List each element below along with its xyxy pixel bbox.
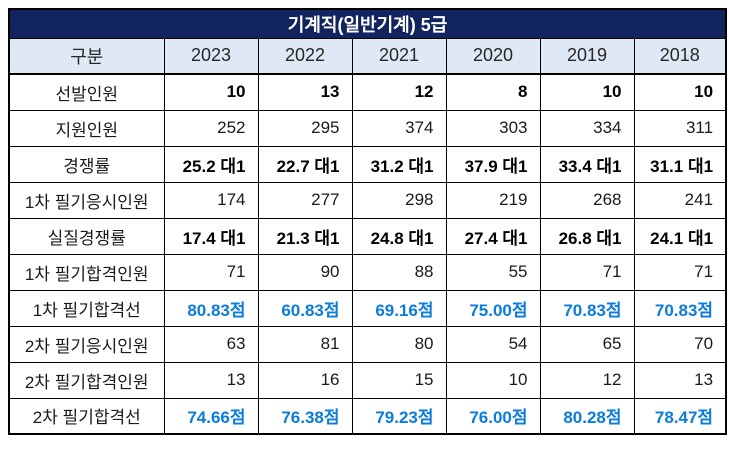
cell-value: 55 bbox=[445, 253, 541, 291]
row-label: 2차 필기응시인원 bbox=[8, 325, 165, 363]
table-row: 1차 필기합격선 80.83점 60.83점 69.16점 75.00점 70.83점 70… bbox=[8, 289, 727, 327]
cell-value: 303 bbox=[445, 109, 541, 147]
cell-value: 13 bbox=[163, 361, 259, 399]
cell-value: 37.9 대1 bbox=[445, 145, 541, 183]
row-label: 실질경쟁률 bbox=[8, 217, 165, 255]
cell-value: 74.66점 bbox=[163, 397, 259, 435]
table-row: 1차 필기응시인원 174 277 298 219 268 241 bbox=[8, 181, 727, 219]
cell-value: 65 bbox=[539, 325, 635, 363]
table-row: 실질경쟁률 17.4 대1 21.3 대1 24.8 대1 27.4 대1 26.8 대1… bbox=[8, 217, 727, 255]
year-header: 2021 bbox=[351, 37, 447, 75]
cell-value: 10 bbox=[163, 73, 259, 111]
cell-value: 24.8 대1 bbox=[351, 217, 447, 255]
year-header: 2020 bbox=[445, 37, 541, 75]
cell-value: 80.28점 bbox=[539, 397, 635, 435]
cell-value: 25.2 대1 bbox=[163, 145, 259, 183]
cell-value: 268 bbox=[539, 181, 635, 219]
table-row: 2차 필기합격선 74.66점 76.38점 79.23점 76.00점 80.28점 78… bbox=[8, 397, 727, 435]
cell-value: 71 bbox=[163, 253, 259, 291]
row-label: 지원인원 bbox=[8, 109, 165, 147]
table-row: 1차 필기합격인원 71 90 88 55 71 71 bbox=[8, 253, 727, 291]
cell-value: 10 bbox=[633, 73, 727, 111]
cell-value: 252 bbox=[163, 109, 259, 147]
cell-value: 75.00점 bbox=[445, 289, 541, 327]
cell-value: 60.83점 bbox=[257, 289, 353, 327]
row-label: 1차 필기합격인원 bbox=[8, 253, 165, 291]
cell-value: 174 bbox=[163, 181, 259, 219]
cell-value: 12 bbox=[539, 361, 635, 399]
cell-value: 70.83점 bbox=[633, 289, 727, 327]
cell-value: 81 bbox=[257, 325, 353, 363]
cell-value: 80.83점 bbox=[163, 289, 259, 327]
cell-value: 12 bbox=[351, 73, 447, 111]
table-row: 2차 필기응시인원 63 81 80 54 65 70 bbox=[8, 325, 727, 363]
row-label: 1차 필기합격선 bbox=[8, 289, 165, 327]
cell-value: 26.8 대1 bbox=[539, 217, 635, 255]
cell-value: 71 bbox=[633, 253, 727, 291]
row-label: 1차 필기응시인원 bbox=[8, 181, 165, 219]
cell-value: 311 bbox=[633, 109, 727, 147]
cell-value: 17.4 대1 bbox=[163, 217, 259, 255]
cell-value: 10 bbox=[445, 361, 541, 399]
cell-value: 10 bbox=[539, 73, 635, 111]
row-label: 선발인원 bbox=[8, 73, 165, 111]
cell-value: 90 bbox=[257, 253, 353, 291]
row-label: 2차 필기합격인원 bbox=[8, 361, 165, 399]
cell-value: 22.7 대1 bbox=[257, 145, 353, 183]
cell-value: 13 bbox=[257, 73, 353, 111]
cell-value: 16 bbox=[257, 361, 353, 399]
year-header: 2018 bbox=[633, 37, 727, 75]
cell-value: 63 bbox=[163, 325, 259, 363]
cell-value: 27.4 대1 bbox=[445, 217, 541, 255]
cell-value: 70.83점 bbox=[539, 289, 635, 327]
cell-value: 31.2 대1 bbox=[351, 145, 447, 183]
cell-value: 79.23점 bbox=[351, 397, 447, 435]
row-label: 경쟁률 bbox=[8, 145, 165, 183]
cell-value: 54 bbox=[445, 325, 541, 363]
cell-value: 277 bbox=[257, 181, 353, 219]
cell-value: 88 bbox=[351, 253, 447, 291]
year-header: 2022 bbox=[257, 37, 353, 75]
cell-value: 78.47점 bbox=[633, 397, 727, 435]
cell-value: 69.16점 bbox=[351, 289, 447, 327]
cell-value: 295 bbox=[257, 109, 353, 147]
cell-value: 70 bbox=[633, 325, 727, 363]
table-row: 지원인원 252 295 374 303 334 311 bbox=[8, 109, 727, 147]
cell-value: 13 bbox=[633, 361, 727, 399]
header-row: 구분 2023 2022 2021 2020 2019 2018 bbox=[8, 37, 727, 75]
cell-value: 8 bbox=[445, 73, 541, 111]
cell-value: 80 bbox=[351, 325, 447, 363]
table-row: 경쟁률 25.2 대1 22.7 대1 31.2 대1 37.9 대1 33.4 대1 31… bbox=[8, 145, 727, 183]
table-title: 기계직(일반기계) 5급 bbox=[8, 8, 727, 39]
cell-value: 219 bbox=[445, 181, 541, 219]
row-label: 2차 필기합격선 bbox=[8, 397, 165, 435]
cell-value: 31.1 대1 bbox=[633, 145, 727, 183]
cell-value: 241 bbox=[633, 181, 727, 219]
cell-value: 76.38점 bbox=[257, 397, 353, 435]
corner-header: 구분 bbox=[8, 37, 165, 75]
statistics-table: 기계직(일반기계) 5급 구분 2023 2022 2021 2020 2019 2018… bbox=[8, 8, 728, 435]
cell-value: 334 bbox=[539, 109, 635, 147]
cell-value: 24.1 대1 bbox=[633, 217, 727, 255]
cell-value: 21.3 대1 bbox=[257, 217, 353, 255]
year-header: 2023 bbox=[163, 37, 259, 75]
cell-value: 374 bbox=[351, 109, 447, 147]
cell-value: 15 bbox=[351, 361, 447, 399]
table-row: 선발인원 10 13 12 8 10 10 bbox=[8, 73, 727, 111]
cell-value: 71 bbox=[539, 253, 635, 291]
cell-value: 33.4 대1 bbox=[539, 145, 635, 183]
cell-value: 298 bbox=[351, 181, 447, 219]
table-row: 2차 필기합격인원 13 16 15 10 12 13 bbox=[8, 361, 727, 399]
cell-value: 76.00점 bbox=[445, 397, 541, 435]
title-row: 기계직(일반기계) 5급 bbox=[8, 8, 727, 39]
table-body: 선발인원 10 13 12 8 10 10 지원인원 252 295 374 303 334 311 경쟁률… bbox=[8, 73, 727, 435]
year-header: 2019 bbox=[539, 37, 635, 75]
